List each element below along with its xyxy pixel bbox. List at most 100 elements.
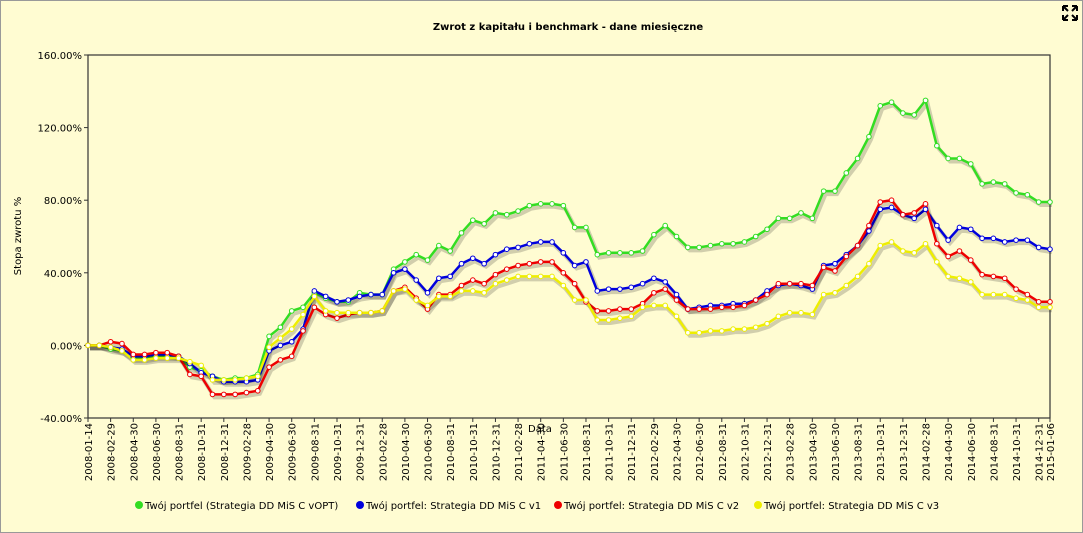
point — [979, 235, 985, 242]
point — [413, 297, 420, 303]
point — [583, 259, 589, 265]
point — [888, 204, 895, 211]
point — [605, 286, 612, 292]
x-axis-label: Data — [528, 424, 552, 435]
point — [198, 362, 204, 369]
point — [288, 308, 295, 314]
x-tick-label: 2014-08-31 — [989, 423, 1000, 481]
point — [119, 348, 125, 354]
point — [390, 288, 397, 294]
point — [685, 329, 691, 336]
x-tick-label: 2008-01-14 — [84, 423, 95, 481]
point — [639, 280, 646, 287]
point — [119, 340, 125, 347]
point — [583, 224, 589, 231]
point — [1035, 299, 1042, 305]
point — [130, 351, 137, 358]
point — [470, 277, 476, 283]
point — [447, 248, 453, 254]
point — [752, 297, 759, 303]
point — [277, 324, 284, 331]
point — [379, 308, 386, 314]
x-tick-label: 2009-08-31 — [310, 423, 321, 481]
point — [764, 291, 770, 298]
point — [673, 313, 680, 320]
point — [764, 320, 770, 327]
point — [424, 289, 431, 296]
point — [594, 251, 601, 258]
point — [979, 271, 985, 278]
x-tick-label: 2010-06-30 — [424, 423, 435, 481]
point — [526, 273, 533, 280]
point — [492, 210, 499, 216]
point — [605, 317, 612, 323]
point — [764, 226, 770, 233]
x-tick-label: 2008-10-31 — [197, 423, 208, 481]
point — [628, 306, 635, 312]
point — [990, 179, 997, 185]
point — [277, 357, 284, 363]
fullscreen-icon[interactable] — [1062, 5, 1078, 21]
point — [911, 215, 917, 222]
point — [345, 309, 352, 316]
point — [685, 306, 691, 312]
point — [900, 248, 906, 254]
point — [628, 313, 635, 320]
point — [492, 271, 499, 278]
point — [832, 268, 838, 274]
point — [571, 297, 578, 303]
point — [571, 280, 578, 287]
point — [922, 201, 929, 207]
chart-title: Zwrot z kapitału i benchmark - dane mies… — [433, 22, 704, 33]
point — [967, 257, 974, 263]
point — [402, 286, 408, 292]
point — [922, 97, 929, 104]
x-tick-label: 2009-04-30 — [265, 423, 276, 481]
point — [300, 328, 306, 334]
point — [243, 389, 250, 396]
point — [651, 231, 657, 238]
point — [1035, 244, 1042, 251]
point — [447, 273, 453, 280]
point — [549, 201, 555, 207]
point — [503, 211, 510, 218]
point — [1047, 304, 1053, 311]
point — [436, 242, 442, 249]
point — [334, 299, 340, 305]
point — [266, 333, 272, 340]
point — [786, 309, 793, 316]
point — [820, 264, 827, 271]
point — [153, 349, 159, 356]
point — [515, 262, 521, 269]
point — [526, 240, 533, 247]
point — [809, 311, 816, 318]
point — [1001, 239, 1008, 245]
x-tick-label: 2008-12-31 — [220, 423, 231, 481]
point — [1047, 299, 1053, 305]
point — [866, 222, 872, 229]
x-tick-label: 2011-10-31 — [605, 423, 616, 481]
point — [730, 326, 736, 332]
point — [164, 355, 171, 361]
point — [187, 371, 193, 378]
point — [832, 260, 838, 267]
point — [1024, 191, 1031, 198]
point — [696, 306, 702, 312]
point — [537, 239, 544, 245]
point — [153, 355, 159, 361]
point — [458, 260, 465, 267]
point — [322, 293, 329, 300]
point — [96, 342, 103, 349]
point — [866, 260, 872, 267]
point — [1024, 297, 1031, 303]
point — [594, 317, 601, 323]
x-tick-label: 2011-08-31 — [582, 423, 593, 481]
point — [537, 259, 544, 265]
point — [334, 315, 340, 321]
point — [594, 288, 601, 294]
point — [107, 344, 114, 351]
point — [209, 377, 216, 383]
x-tick-label: 2014-10-31 — [1012, 423, 1023, 481]
point — [967, 279, 974, 285]
legend-marker — [135, 501, 143, 509]
